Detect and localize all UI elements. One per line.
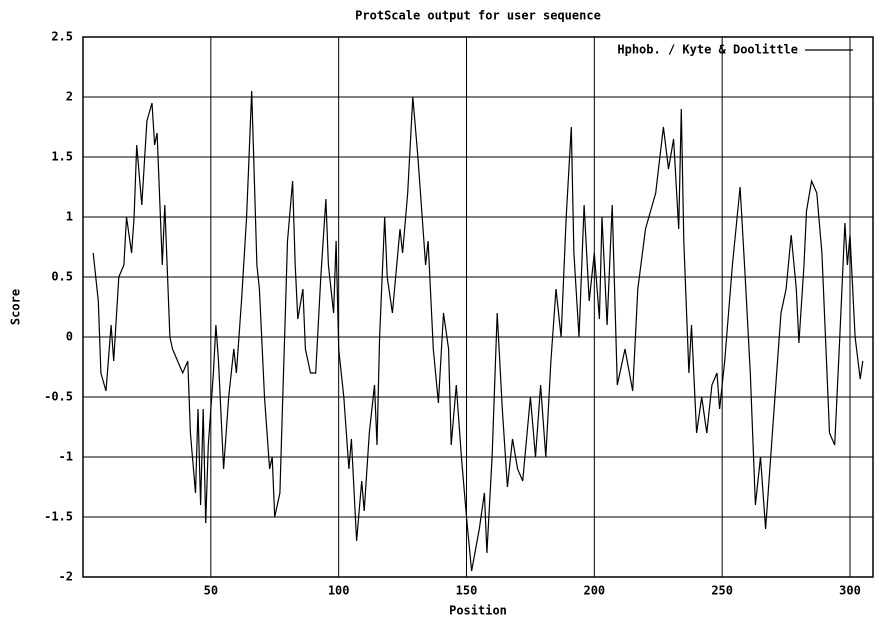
y-tick-label: 1.5 <box>51 150 73 164</box>
x-tick-label: 150 <box>456 584 478 598</box>
legend-label: Hphob. / Kyte & Doolittle <box>617 43 798 57</box>
y-tick-label: 0 <box>66 330 73 344</box>
x-tick-label: 100 <box>328 584 350 598</box>
x-tick-label: 250 <box>711 584 733 598</box>
chart-title: ProtScale output for user sequence <box>355 9 601 23</box>
y-tick-label: -2 <box>59 570 73 584</box>
y-tick-label: -1 <box>59 450 73 464</box>
data-line <box>92 90 864 572</box>
y-tick-label: 2 <box>66 90 73 104</box>
y-tick-label: -0.5 <box>44 390 73 404</box>
y-tick-label: -1.5 <box>44 510 73 524</box>
x-axis-label: Position <box>449 604 507 618</box>
y-tick-label: 0.5 <box>51 270 73 284</box>
y-axis-label: Score <box>9 289 23 325</box>
y-tick-label: 1 <box>66 210 73 224</box>
plot-frame <box>82 36 874 578</box>
x-tick-label: 200 <box>583 584 605 598</box>
x-tick-label: 50 <box>204 584 218 598</box>
y-tick-label: 2.5 <box>51 30 73 44</box>
x-tick-label: 300 <box>839 584 861 598</box>
